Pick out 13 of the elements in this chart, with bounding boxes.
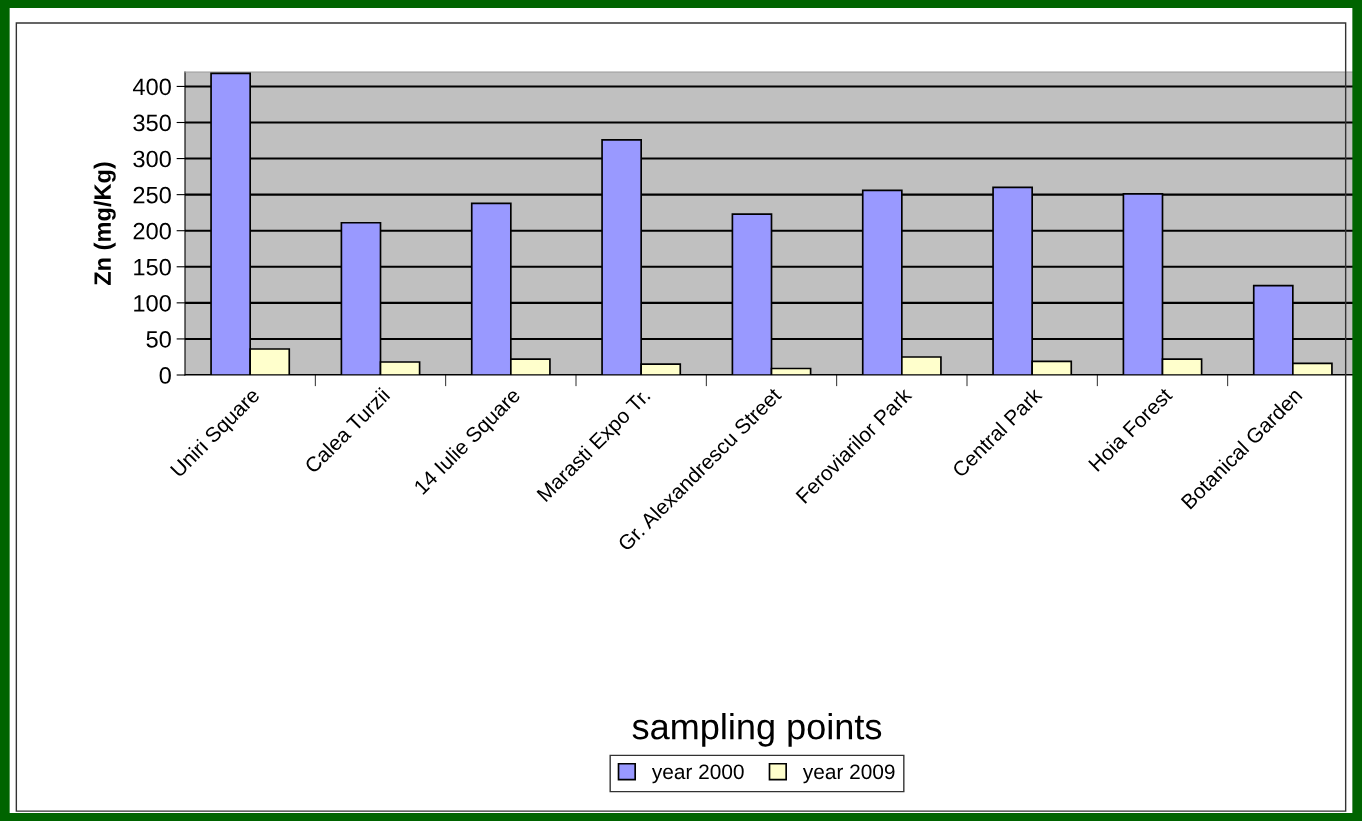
y-tick-label: 350 [133, 114, 171, 132]
y-tick-label: 0 [159, 367, 171, 384]
y-tick-label: 400 [132, 78, 171, 96]
y-tick-label: 300 [133, 150, 171, 168]
y-tick-label: 50 [146, 331, 171, 348]
x-axis-title: sampling points [632, 713, 882, 747]
legend-label: year 2000 [651, 764, 744, 784]
y-axis-title: Zn (mg/Kg) [93, 162, 116, 286]
y-tick-label: 250 [133, 186, 171, 204]
y-tick-label: 150 [134, 258, 171, 276]
y-tick-label: 200 [133, 222, 171, 240]
legend-label: year 2009 [802, 764, 895, 784]
y-tick-label: 100 [134, 294, 171, 312]
